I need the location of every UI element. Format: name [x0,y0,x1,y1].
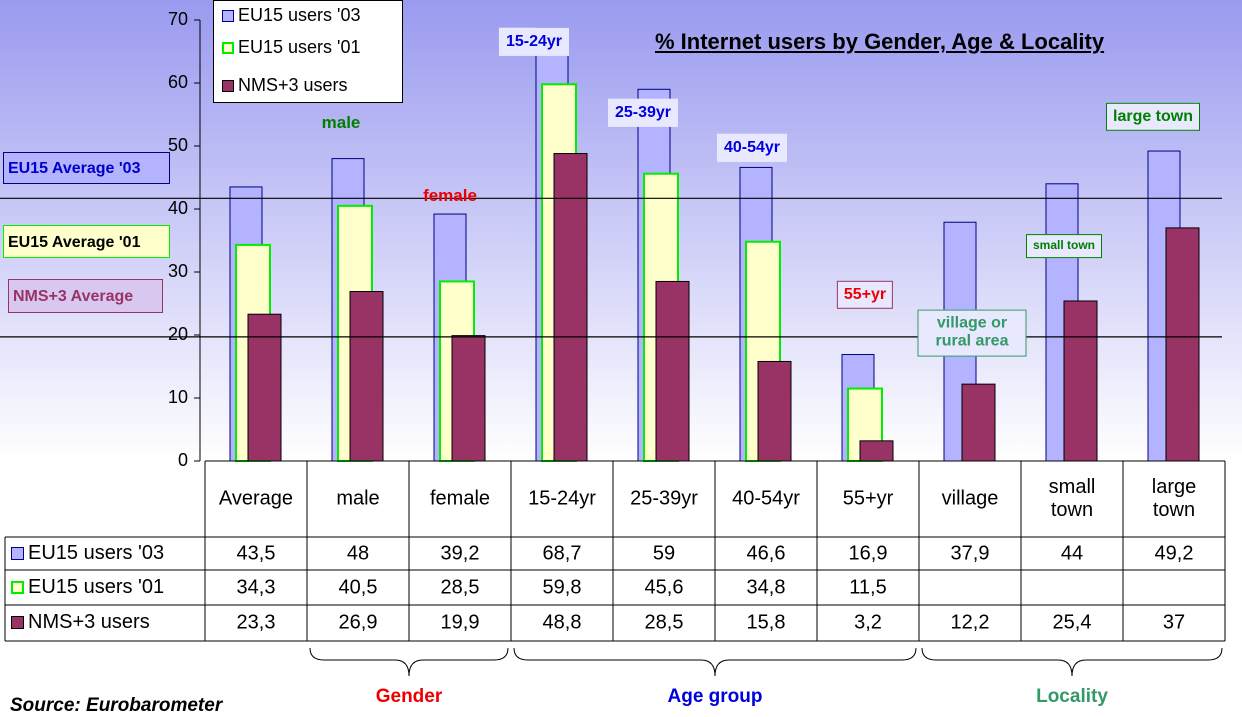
x-tick-label: 25-39yr [630,487,698,510]
legend-swatch [222,80,234,92]
table-cell: 3,2 [854,611,882,634]
table-cell: 48,8 [542,611,582,634]
table-cell: 49,2 [1154,542,1194,564]
table-cell: 34,8 [746,576,786,598]
table-cell: 28,5 [440,576,480,598]
table-cell: 46,6 [746,542,786,564]
annotation: 15-24yr [498,27,570,57]
group-brace [513,647,917,677]
bar [451,335,486,462]
average-label: EU15 Average '01 [3,225,170,258]
bar [349,291,384,462]
plot-background [0,0,1242,462]
table-cell: 34,3 [236,576,276,598]
table-cell: 44 [1060,542,1084,564]
annotation: 25-39yr [607,98,679,128]
bar [961,383,996,462]
annotation: male [321,113,361,133]
bar [1063,300,1098,462]
source: Source: Eurobarometer [10,695,223,716]
legend-label: EU15 users '01 [238,37,361,57]
table-cell: 23,3 [236,611,276,634]
annotation: 40-54yr [716,133,788,163]
y-tick-label: 30 [167,261,188,281]
bar [655,280,690,462]
bar [757,360,792,462]
y-tick-label: 40 [167,198,188,218]
x-tick-label: 55+yr [842,487,894,510]
table-cell: 19,9 [440,611,480,634]
annotation: large town [1105,102,1201,132]
group-label: Locality [1036,686,1108,708]
table-cell: 28,5 [644,611,684,634]
y-tick-label: 20 [167,324,188,344]
chart-title: % Internet users by Gender, Age & Locali… [655,29,1105,54]
x-tick-label: male [336,487,380,510]
table-swatch [11,580,24,594]
group-label: Gender [375,686,443,708]
legend-label: EU15 users '03 [238,5,361,25]
legend-swatch [222,10,234,22]
table-cell: 59 [652,542,676,564]
table-cell: 48 [346,542,370,564]
x-tick-label: 40-54yr [732,487,800,510]
x-tick-label: Average [218,487,294,510]
table-cell: 43,5 [236,542,276,564]
y-tick-label: 60 [167,72,188,92]
table-swatch [11,616,24,629]
group-label: Age group [667,686,763,708]
table-cell: 25,4 [1052,611,1092,634]
table-cell: 37,9 [950,542,990,564]
table-cell: 37 [1162,611,1186,634]
y-tick-label: 70 [167,9,188,29]
table-cell: 12,2 [950,611,990,634]
legend-label: NMS+3 users [238,75,348,95]
annotation: 55+yr [836,280,894,310]
x-tick-label: large town [1151,476,1197,521]
table-swatch [11,546,24,560]
table-row-label: EU15 users '03 [28,541,165,564]
table-row-label: NMS+3 users [28,611,150,633]
y-tick-label: 50 [167,135,188,155]
table-cell: 11,5 [849,576,887,598]
annotation: small town [1025,234,1103,258]
x-tick-label: female [429,487,491,510]
bar [247,313,282,462]
y-tick-label: 10 [167,387,188,407]
table-row-label: EU15 users '01 [28,575,165,598]
table-cell: 68,7 [542,542,582,564]
bar [859,440,894,462]
average-label: NMS+3 Average [8,279,163,313]
table-cell: 40,5 [338,576,378,598]
table-cell: 26,9 [338,611,378,634]
annotation: village or rural area [917,309,1027,357]
x-tick-label: village [941,487,999,510]
y-tick-label: 0 [177,450,188,470]
average-label: EU15 Average '03 [3,152,170,184]
bar [553,153,588,462]
legend-swatch [222,42,234,54]
bar [1165,227,1200,462]
x-tick-label: small town [1048,476,1096,521]
table-cell: 15,8 [746,611,786,634]
table-cell: 39,2 [440,542,480,564]
x-tick-label: 15-24yr [528,487,596,510]
table-cell: 59,8 [542,576,582,598]
table-cell: 16,9 [848,542,888,564]
legend [213,0,403,103]
group-brace [309,647,509,677]
group-brace [921,647,1223,677]
table-cell: 45,6 [644,576,684,598]
annotation: female [423,186,477,206]
